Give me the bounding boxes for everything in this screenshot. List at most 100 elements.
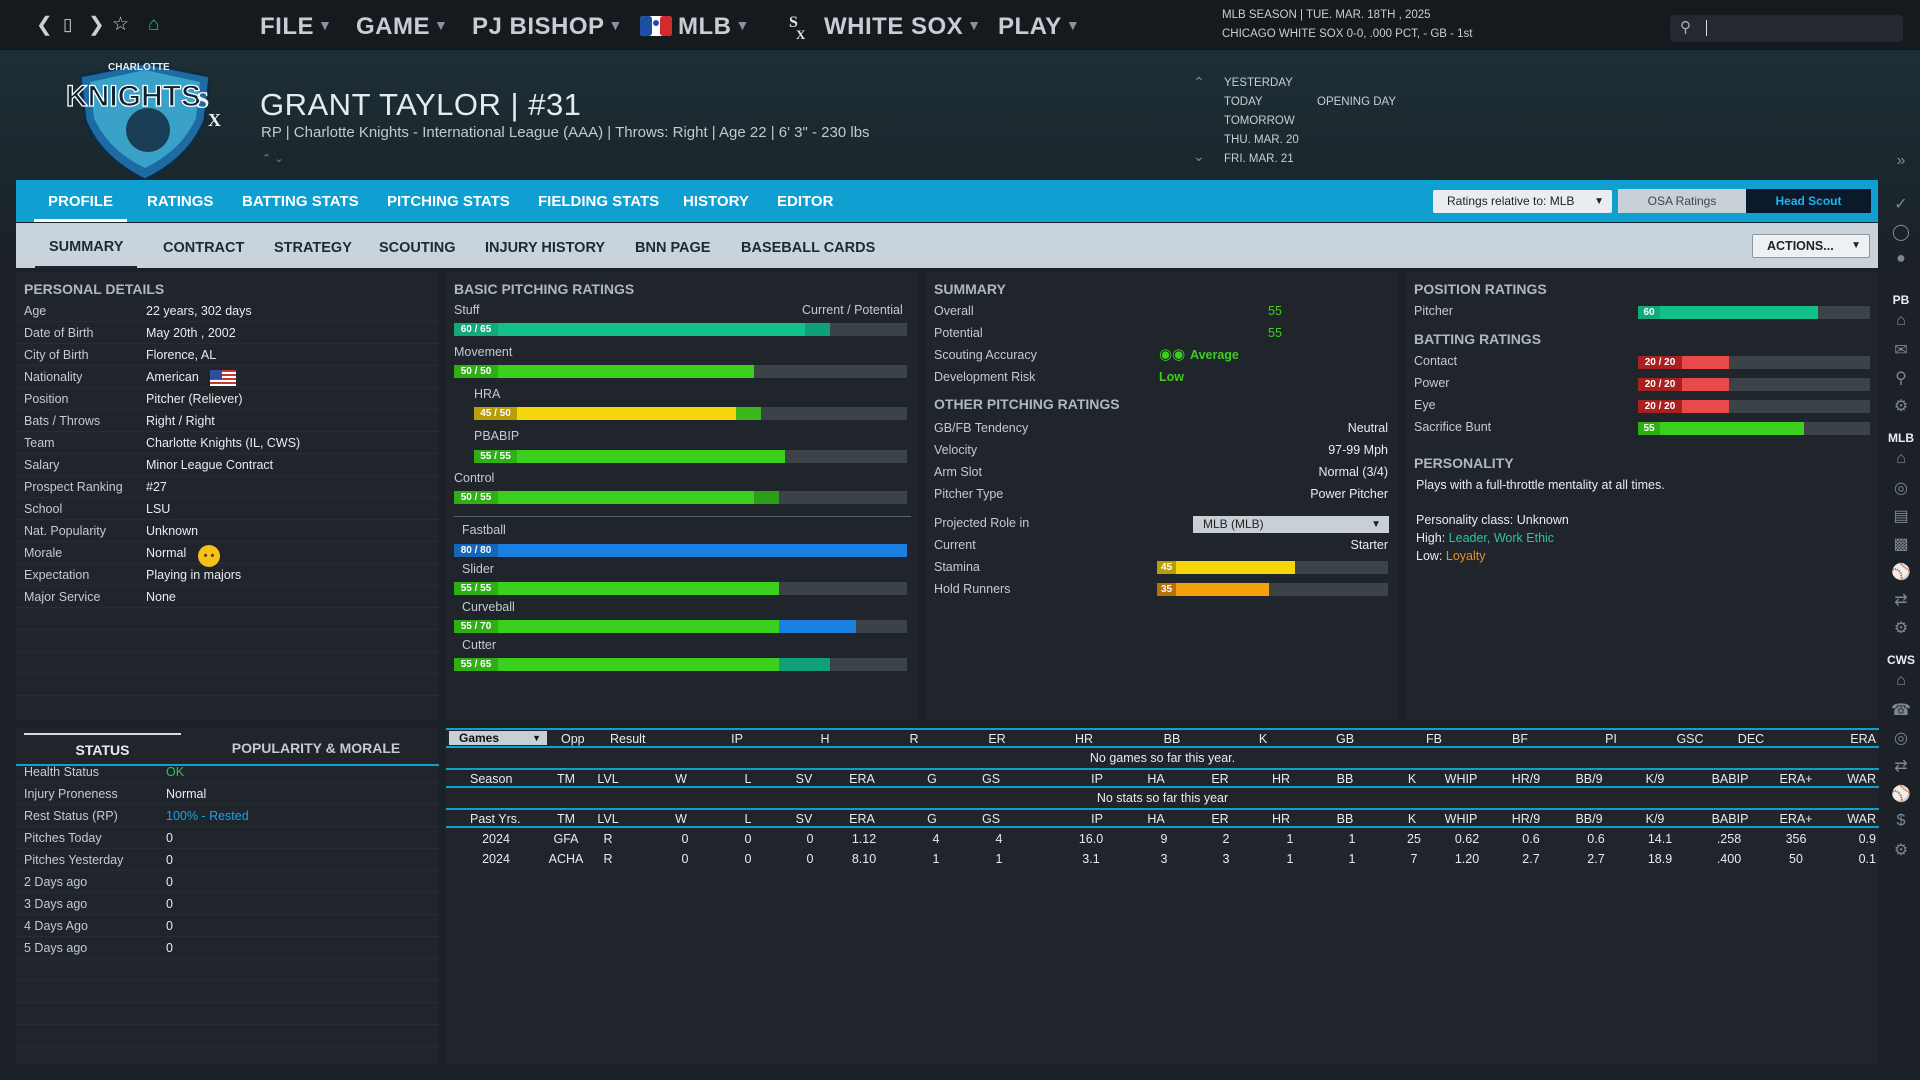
dates-up-icon[interactable]: ⌃ [1193, 74, 1205, 90]
search-icon[interactable]: ⚲ [1895, 370, 1907, 387]
menu-manager[interactable]: PJ BISHOP ▼ [472, 10, 623, 42]
right-sidebar: » ✓ ◯ ● PB ⌂ ✉ ⚲ ⚙ MLB ⌂ ◎ ▤ ▩ ⚾ ⇄ ⚙ CWS… [1882, 150, 1920, 1080]
table-cell: 0 [681, 852, 689, 866]
personal-value: Charlotte Knights (IL, CWS) [146, 436, 301, 450]
row-divider [16, 608, 439, 630]
roster-icon[interactable]: ☎ [1891, 702, 1911, 719]
menu-play[interactable]: PLAY ▼ [998, 10, 1080, 42]
subtab-injury-history[interactable]: INJURY HISTORY [485, 240, 606, 256]
baseball-icon[interactable]: ⚾ [1891, 564, 1911, 581]
date-row[interactable]: YESTERDAY [1224, 77, 1293, 89]
column-header: HR [1271, 812, 1291, 826]
gear-icon[interactable]: ⚙ [1893, 620, 1909, 637]
forward-icon[interactable]: ❯ [88, 14, 105, 36]
tab-status[interactable]: STATUS [24, 733, 181, 764]
personal-value: None [146, 590, 176, 604]
pin-icon[interactable]: ● [1896, 250, 1906, 267]
potential-label: Potential [934, 326, 983, 340]
subtab-baseball-cards[interactable]: BASEBALL CARDS [741, 240, 876, 256]
target-icon[interactable]: ◎ [1894, 480, 1908, 497]
date-row[interactable]: FRI. MAR. 21 [1224, 153, 1294, 165]
row-divider [16, 761, 439, 783]
ratings-relative-select[interactable]: Ratings relative to: MLB ▼ [1433, 190, 1612, 213]
tab-history[interactable]: HISTORY [683, 193, 749, 210]
menu-file[interactable]: FILE ▼ [260, 10, 332, 42]
chart-icon[interactable]: ▩ [1893, 536, 1909, 553]
target-icon[interactable]: ◎ [1894, 730, 1908, 747]
svg-text:S: S [789, 14, 798, 31]
mail-icon[interactable]: ✉ [1894, 342, 1908, 359]
tab-popularity-morale[interactable]: POPULARITY & MORALE [231, 740, 401, 756]
overall-label: Overall [934, 304, 974, 318]
home-icon[interactable]: ⌂ [148, 14, 160, 35]
osa-ratings-button[interactable]: OSA Ratings [1618, 189, 1746, 213]
column-header: HR [1271, 772, 1291, 786]
menu-manager-label: PJ BISHOP [472, 13, 605, 40]
row-divider [16, 432, 439, 454]
globe-icon[interactable]: ◯ [1892, 224, 1910, 241]
chevron-down-icon: ▼ [318, 17, 333, 33]
date-row[interactable]: TODAY OPENING DAY [1224, 96, 1397, 108]
subtab-scouting[interactable]: SCOUTING [379, 240, 456, 256]
row-divider [16, 937, 439, 959]
tab-pitching-stats[interactable]: PITCHING STATS [387, 193, 510, 210]
table-cell: GFA [553, 832, 579, 846]
home-icon[interactable]: ⌂ [1896, 312, 1906, 329]
subtab-strategy[interactable]: STRATEGY [274, 240, 352, 256]
personal-value: Pitcher (Reliever) [146, 392, 243, 406]
tab-fielding-stats[interactable]: FIELDING STATS [538, 193, 660, 210]
batting-ratings-title: BATTING RATINGS [1414, 331, 1542, 347]
tab-batting-stats[interactable]: BATTING STATS [242, 193, 359, 210]
other-rating-value: Neutral [1347, 421, 1388, 435]
news-icon[interactable]: ▤ [1893, 508, 1909, 525]
games-select[interactable]: Games ▼ [449, 731, 547, 745]
projected-role-select[interactable]: MLB (MLB) ▼ [1193, 516, 1389, 533]
subtab-summary[interactable]: SUMMARY [35, 223, 138, 268]
star-icon[interactable]: ☆ [112, 14, 130, 35]
baseball-icon[interactable]: ⚾ [1891, 786, 1911, 803]
table-cell: .400 [1716, 852, 1742, 866]
rating-bar [517, 407, 907, 420]
chevron-down-icon: ▼ [1065, 17, 1081, 33]
menu-game[interactable]: GAME ▼ [356, 10, 448, 42]
gear-icon[interactable]: ⚙ [1893, 842, 1909, 859]
subtab-bnn-page[interactable]: BNN PAGE [635, 240, 711, 256]
transactions-icon[interactable]: ⇄ [1894, 758, 1908, 775]
back-icon[interactable]: ❮ [36, 14, 53, 36]
row-divider [16, 366, 439, 388]
personal-value: Unknown [146, 524, 199, 538]
check-icon[interactable]: ✓ [1894, 196, 1908, 213]
rating-value: 55 / 55 [454, 582, 498, 595]
gear-icon[interactable]: ⚙ [1893, 398, 1909, 415]
player-prev-next[interactable]: ⌃ ⌄ [262, 152, 284, 165]
subtab-contract[interactable]: CONTRACT [163, 240, 245, 256]
date-row[interactable]: TOMORROW [1224, 115, 1295, 127]
collapse-icon[interactable]: » [1896, 152, 1906, 169]
other-rating-label: Pitcher Type [934, 487, 1004, 501]
dollar-icon[interactable]: $ [1896, 812, 1906, 829]
chevron-up-icon[interactable]: ⌃ [262, 153, 272, 165]
head-scout-button[interactable]: Head Scout [1746, 189, 1871, 213]
table-cell: 1 [1286, 852, 1294, 866]
rating-value: 55 / 70 [454, 620, 498, 633]
personal-value: Right / Right [146, 414, 215, 428]
row-divider [16, 388, 439, 410]
column-header: Past Yrs. [470, 812, 521, 826]
home-icon[interactable]: ⌂ [1896, 450, 1906, 467]
tab-ratings[interactable]: RATINGS [147, 193, 214, 210]
search-box[interactable]: ⚲ [1670, 15, 1903, 42]
page-icon[interactable]: ▯ [63, 15, 73, 34]
chevron-down-icon[interactable]: ⌄ [274, 153, 284, 165]
tab-editor[interactable]: EDITOR [777, 193, 834, 210]
dates-down-icon[interactable]: ⌄ [1193, 148, 1205, 164]
table-cell: 16.0 [1078, 832, 1104, 846]
column-header: ERA [849, 812, 875, 826]
home-icon[interactable]: ⌂ [1896, 672, 1906, 689]
tab-profile[interactable]: PROFILE [34, 180, 128, 222]
menu-white-sox[interactable]: S X WHITE SOX ▼ [786, 10, 982, 42]
date-row[interactable]: THU. MAR. 20 [1224, 134, 1299, 146]
status-value: 0 [166, 941, 173, 955]
menu-mlb[interactable]: MLB ▼ [640, 10, 750, 42]
transactions-icon[interactable]: ⇄ [1894, 592, 1908, 609]
actions-dropdown[interactable]: ACTIONS... ▼ [1752, 234, 1870, 258]
